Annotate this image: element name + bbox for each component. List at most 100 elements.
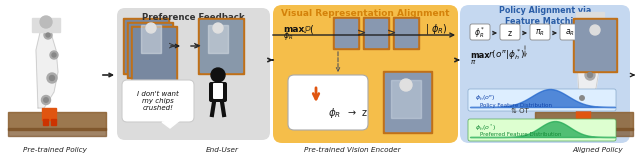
Text: Preference Feedback: Preference Feedback bbox=[142, 13, 245, 22]
Bar bbox=[51, 119, 56, 125]
Circle shape bbox=[583, 15, 597, 29]
FancyBboxPatch shape bbox=[468, 119, 616, 141]
Circle shape bbox=[594, 50, 598, 54]
FancyBboxPatch shape bbox=[460, 5, 630, 143]
Circle shape bbox=[42, 95, 51, 104]
Circle shape bbox=[49, 75, 54, 80]
Circle shape bbox=[146, 23, 156, 33]
Text: $a_R$: $a_R$ bbox=[565, 28, 575, 38]
Bar bbox=[8, 128, 106, 136]
Text: End-User: End-User bbox=[205, 147, 239, 153]
Bar bbox=[575, 20, 615, 70]
Circle shape bbox=[47, 73, 57, 83]
Text: >: > bbox=[356, 28, 365, 38]
Text: $\phi_h(o^*)$: $\phi_h(o^*)$ bbox=[475, 123, 497, 133]
FancyBboxPatch shape bbox=[288, 75, 368, 130]
Bar bbox=[335, 19, 357, 47]
Bar bbox=[123, 18, 169, 74]
Text: I don't want
my chips
crushed!: I don't want my chips crushed! bbox=[137, 91, 179, 111]
Text: >: > bbox=[387, 28, 396, 38]
Bar bbox=[133, 28, 175, 80]
Bar bbox=[43, 119, 48, 125]
FancyBboxPatch shape bbox=[209, 82, 227, 102]
Bar bbox=[385, 73, 430, 131]
Polygon shape bbox=[36, 24, 58, 108]
FancyBboxPatch shape bbox=[213, 83, 223, 99]
Circle shape bbox=[52, 53, 56, 57]
FancyBboxPatch shape bbox=[273, 5, 458, 143]
Text: ⇅ OT: ⇅ OT bbox=[511, 108, 529, 114]
Circle shape bbox=[588, 73, 593, 78]
Circle shape bbox=[588, 28, 592, 32]
Bar bbox=[383, 71, 432, 133]
FancyBboxPatch shape bbox=[530, 24, 550, 40]
Bar bbox=[391, 80, 421, 118]
Text: $\pi_R$: $\pi_R$ bbox=[535, 28, 545, 38]
Bar bbox=[535, 112, 633, 130]
Bar bbox=[200, 20, 242, 72]
Circle shape bbox=[213, 23, 223, 33]
Bar bbox=[8, 112, 106, 130]
Circle shape bbox=[211, 68, 225, 82]
Bar bbox=[129, 24, 171, 76]
Circle shape bbox=[46, 33, 50, 37]
Circle shape bbox=[590, 25, 600, 35]
Circle shape bbox=[44, 98, 48, 102]
Bar bbox=[42, 108, 56, 120]
Text: $r(o^\pi | \phi_h^*)$: $r(o^\pi | \phi_h^*)$ bbox=[488, 48, 525, 62]
Bar bbox=[127, 22, 173, 78]
Text: Pre-trained Policy: Pre-trained Policy bbox=[23, 147, 87, 153]
Text: $\rightarrow$ z: $\rightarrow$ z bbox=[346, 108, 368, 118]
FancyBboxPatch shape bbox=[117, 8, 270, 140]
Polygon shape bbox=[162, 120, 180, 128]
Text: $\mathbb{P}($: $\mathbb{P}($ bbox=[303, 22, 315, 35]
Circle shape bbox=[580, 96, 584, 100]
Text: Aligned Policy: Aligned Policy bbox=[573, 147, 623, 153]
Bar bbox=[573, 18, 617, 72]
Text: Policy Alignment via
Feature Matching: Policy Alignment via Feature Matching bbox=[499, 6, 591, 26]
Bar bbox=[576, 108, 590, 120]
Text: max: max bbox=[283, 24, 304, 33]
Circle shape bbox=[400, 79, 412, 91]
Text: >: > bbox=[193, 41, 201, 51]
Text: $\phi_R$: $\phi_R$ bbox=[283, 29, 293, 42]
Text: Policy Feature Distribution: Policy Feature Distribution bbox=[480, 102, 552, 108]
Text: >: > bbox=[168, 41, 176, 51]
Bar bbox=[333, 17, 359, 49]
Circle shape bbox=[44, 31, 52, 39]
Text: Visual Representation Alignment: Visual Representation Alignment bbox=[281, 9, 450, 18]
Bar bbox=[576, 12, 604, 24]
Polygon shape bbox=[576, 18, 600, 108]
Bar bbox=[395, 19, 417, 47]
Bar bbox=[363, 17, 389, 49]
Circle shape bbox=[586, 26, 594, 34]
FancyBboxPatch shape bbox=[468, 89, 616, 111]
Text: $\phi_R$: $\phi_R$ bbox=[328, 106, 341, 120]
FancyBboxPatch shape bbox=[122, 80, 194, 122]
Text: $\phi_R^*$: $\phi_R^*$ bbox=[474, 26, 486, 40]
Circle shape bbox=[40, 16, 52, 28]
Bar bbox=[125, 20, 167, 72]
Bar bbox=[393, 17, 419, 49]
Text: $\phi_h(o^\pi)$: $\phi_h(o^\pi)$ bbox=[475, 93, 495, 103]
FancyBboxPatch shape bbox=[560, 24, 580, 40]
Bar bbox=[198, 18, 244, 74]
Text: z: z bbox=[508, 29, 512, 38]
Bar bbox=[208, 25, 228, 53]
Text: | $\phi_R$): | $\phi_R$) bbox=[425, 22, 448, 36]
Bar bbox=[535, 128, 633, 136]
Text: Preferred Feature Distribution: Preferred Feature Distribution bbox=[480, 133, 561, 137]
Circle shape bbox=[592, 48, 600, 56]
Bar bbox=[365, 19, 387, 47]
FancyBboxPatch shape bbox=[500, 24, 520, 40]
Text: Pre-trained Vision Encoder: Pre-trained Vision Encoder bbox=[304, 147, 400, 153]
Text: $\pi$: $\pi$ bbox=[470, 58, 476, 66]
Circle shape bbox=[577, 93, 586, 102]
Text: max: max bbox=[470, 51, 490, 60]
Circle shape bbox=[50, 51, 58, 59]
Circle shape bbox=[585, 70, 595, 80]
Bar bbox=[131, 26, 177, 82]
Bar bbox=[32, 18, 60, 32]
FancyBboxPatch shape bbox=[470, 24, 490, 40]
Bar bbox=[141, 25, 161, 53]
